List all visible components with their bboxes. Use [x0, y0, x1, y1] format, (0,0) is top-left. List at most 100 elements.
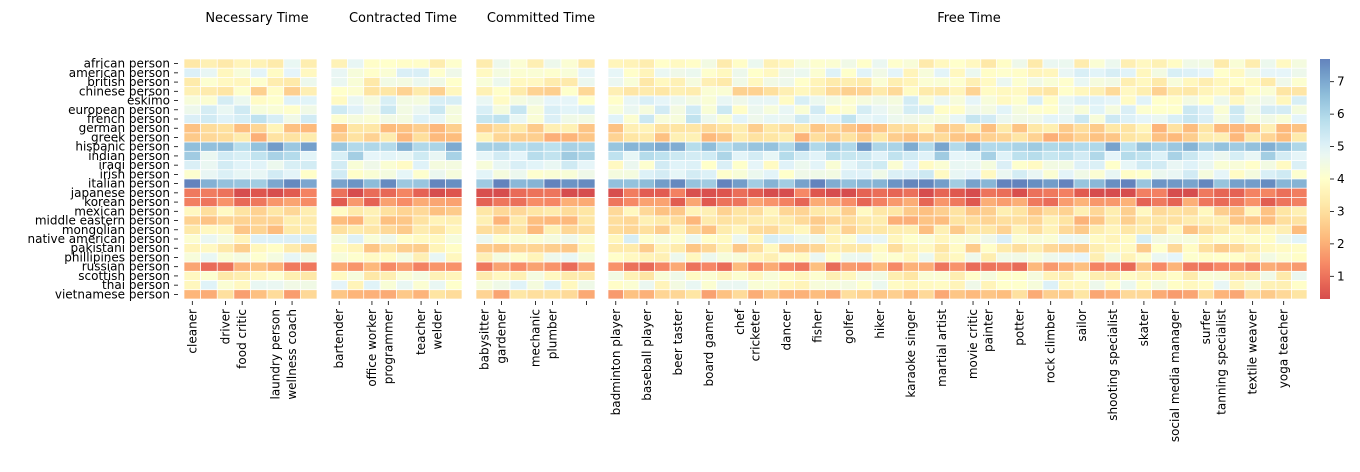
heatmap-cell	[1244, 234, 1261, 244]
heatmap-cell	[825, 206, 842, 217]
column-label: potter	[1013, 309, 1027, 346]
heatmap-cell	[887, 206, 904, 217]
heatmap-cell	[918, 289, 935, 300]
heatmap-cell	[1228, 215, 1246, 226]
heatmap-cell	[1291, 252, 1308, 263]
heatmap-cell	[492, 169, 511, 180]
heatmap-cell	[623, 270, 640, 281]
heatmap-cell	[509, 67, 528, 78]
heatmap-cell	[1089, 270, 1106, 281]
heatmap-cell	[809, 280, 826, 291]
heatmap-cell	[1228, 95, 1246, 106]
heatmap-cell	[700, 123, 718, 134]
heatmap-cell	[902, 169, 920, 180]
heatmap-cell	[543, 104, 562, 115]
heatmap-cell	[778, 58, 795, 69]
heatmap-cell	[300, 252, 318, 263]
heatmap-cell	[731, 261, 749, 272]
heatmap-cell	[428, 132, 446, 143]
heatmap-cell	[607, 289, 624, 300]
heatmap-cell	[887, 150, 904, 161]
heatmap-cell	[577, 141, 596, 152]
heatmap-cell	[669, 187, 687, 198]
heatmap-cell	[1182, 289, 1199, 300]
heatmap-cell	[475, 123, 494, 134]
heatmap-cell	[1120, 141, 1137, 152]
heatmap-cell	[1244, 169, 1261, 180]
heatmap-cell	[1058, 270, 1075, 281]
heatmap-cell	[1027, 141, 1044, 152]
heatmap-cell	[794, 58, 811, 69]
heatmap-cell	[492, 178, 511, 189]
heatmap-cell	[809, 67, 826, 78]
heatmap-cell	[300, 160, 318, 171]
heatmap-cell	[1120, 160, 1137, 171]
column-label: babysitter	[478, 309, 492, 370]
heatmap-cell	[1151, 197, 1168, 208]
heatmap-cell	[638, 224, 655, 235]
heatmap-cell	[577, 132, 596, 143]
heatmap-cell	[1244, 86, 1261, 97]
column-label: beer taster	[671, 309, 685, 376]
heatmap-cell	[216, 95, 235, 106]
heatmap-cell	[949, 261, 966, 272]
heatmap-cell	[577, 104, 596, 115]
heatmap-cell	[1027, 289, 1044, 300]
heatmap-cell	[428, 215, 446, 226]
heatmap-cell	[856, 132, 873, 143]
heatmap-cell	[526, 197, 545, 208]
colorbar-tick-label: 5	[1337, 140, 1345, 154]
heatmap-cell	[840, 141, 857, 152]
heatmap-cell	[1104, 187, 1121, 198]
heatmap-cell	[778, 261, 795, 272]
heatmap-cell	[347, 150, 365, 161]
heatmap-cell	[1104, 114, 1121, 124]
heatmap-cell	[778, 270, 795, 281]
heatmap-cell	[1151, 86, 1168, 97]
heatmap-cell	[685, 289, 702, 300]
heatmap-cell	[762, 289, 780, 300]
heatmap-cell	[607, 169, 624, 180]
heatmap-cell	[183, 215, 201, 226]
heatmap-cell	[1182, 280, 1199, 291]
heatmap-cell	[623, 114, 640, 124]
heatmap-cell	[980, 95, 997, 106]
heatmap-cell	[250, 58, 268, 69]
heatmap-cell	[762, 261, 780, 272]
heatmap-cell	[266, 77, 285, 88]
heatmap-cell	[300, 178, 318, 189]
heatmap-cell	[1213, 67, 1230, 78]
heatmap-cell	[700, 141, 718, 152]
heatmap-cell	[716, 224, 733, 235]
row-label: native american person	[28, 232, 171, 246]
heatmap-cell	[809, 243, 826, 254]
heatmap-cell	[445, 67, 463, 78]
heatmap-cell	[379, 224, 397, 235]
column-label: wellness coach	[285, 309, 299, 400]
heatmap-cell	[577, 169, 596, 180]
heatmap-cell	[1073, 187, 1090, 198]
heatmap-cell	[825, 141, 842, 152]
heatmap-cell	[871, 243, 888, 254]
heatmap-cell	[379, 178, 397, 189]
heatmap-cell	[1011, 280, 1028, 291]
heatmap-cell	[638, 261, 655, 272]
heatmap-cell	[1135, 123, 1153, 134]
heatmap-cell	[1089, 280, 1106, 291]
heatmap-cell	[731, 206, 749, 217]
column-label: social media manager	[1168, 309, 1182, 442]
heatmap-cell	[995, 215, 1013, 226]
heatmap-cell	[669, 224, 687, 235]
heatmap-cell	[809, 58, 826, 69]
heatmap-cell	[1166, 67, 1184, 78]
heatmap-cell	[794, 243, 811, 254]
heatmap-cell	[607, 261, 624, 272]
heatmap-cell	[526, 95, 545, 106]
heatmap-cell	[379, 270, 397, 281]
heatmap-cell	[623, 178, 640, 189]
heatmap-cell	[300, 270, 318, 281]
heatmap-cell	[902, 150, 920, 161]
column-label: shooting specialist	[1106, 309, 1120, 421]
heatmap-cell	[283, 289, 301, 300]
heatmap-cell	[216, 132, 235, 143]
